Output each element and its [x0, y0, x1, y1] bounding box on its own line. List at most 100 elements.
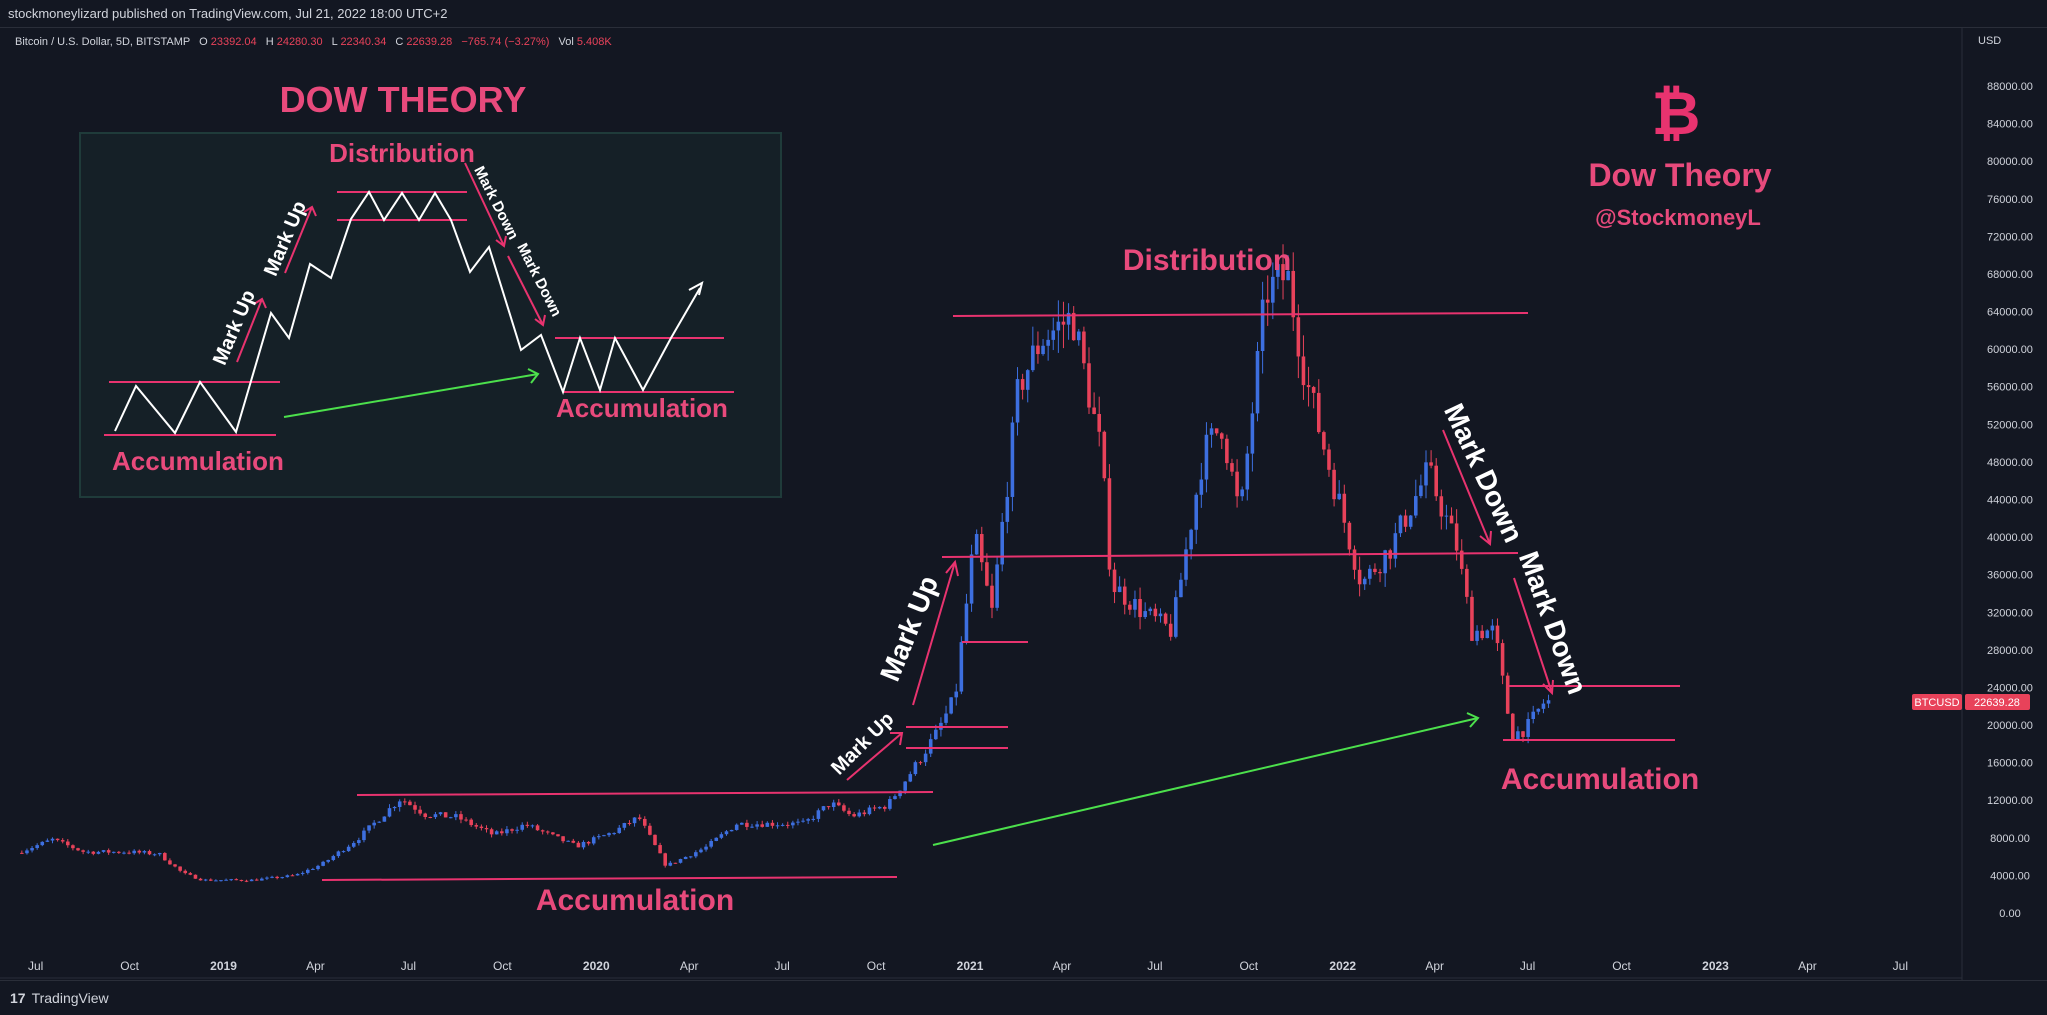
- candle-down: [91, 851, 96, 854]
- footer: 17 TradingView: [0, 980, 2047, 1015]
- candle-up: [801, 820, 805, 822]
- candle-up: [1413, 496, 1418, 516]
- candle-down: [1296, 317, 1301, 357]
- candle-down: [469, 819, 473, 826]
- candle-up: [688, 856, 693, 858]
- candle-up: [341, 851, 346, 853]
- candle-down: [1082, 331, 1086, 364]
- candle-up: [923, 753, 928, 763]
- candle-up: [632, 817, 637, 824]
- candle-down: [918, 762, 923, 764]
- candle-up: [377, 821, 382, 823]
- tradingview-logo-icon[interactable]: 17: [10, 990, 26, 1006]
- candle-down: [168, 860, 172, 865]
- candle-up: [438, 812, 443, 815]
- tradingview-brand[interactable]: TradingView: [31, 990, 109, 1006]
- candle-up: [1199, 479, 1204, 495]
- candle-down: [137, 850, 142, 853]
- mark-down-arrow-2: [1513, 577, 1553, 694]
- candle-down: [1316, 392, 1321, 433]
- y-axis[interactable]: 0.00 4000.00 8000.00 12000.00 16000.00 20000.…: [1987, 81, 2033, 920]
- candle-down: [81, 850, 85, 852]
- candle-down: [183, 870, 188, 874]
- candle-up: [1286, 270, 1290, 281]
- candle-up: [1337, 493, 1341, 500]
- candle-up: [714, 837, 719, 841]
- candle-down: [413, 805, 417, 810]
- candle-down: [545, 831, 550, 833]
- candle-up: [678, 859, 683, 863]
- candle-down: [576, 842, 581, 848]
- candle-down: [653, 834, 657, 846]
- candle-up: [300, 872, 305, 874]
- candle-down: [1352, 549, 1357, 570]
- candle-up: [433, 814, 438, 818]
- candle-down: [862, 812, 867, 815]
- candle-up: [622, 823, 627, 828]
- candle-down: [1347, 522, 1352, 550]
- candle-down: [648, 825, 652, 835]
- candle-down: [882, 806, 887, 809]
- candle-down: [1281, 264, 1285, 281]
- candle-up: [683, 856, 688, 860]
- candle-down: [1097, 414, 1102, 432]
- candle-up: [566, 840, 570, 842]
- accumulation-label-2022: Accumulation: [1501, 763, 1699, 796]
- candle-up: [214, 880, 218, 882]
- x-tick-label: Oct: [1239, 959, 1258, 973]
- candle-up: [1516, 731, 1520, 740]
- x-tick-label: Apr: [680, 959, 699, 973]
- candle-up: [765, 822, 770, 827]
- support-line: [941, 552, 1519, 558]
- y-tick-label: 28000.00: [1987, 645, 2033, 657]
- candle-down: [127, 852, 131, 854]
- mark-up-arrow-large-head: [945, 559, 959, 577]
- y-tick-label: 88000.00: [1987, 81, 2033, 93]
- candle-up: [1240, 489, 1244, 497]
- x-tick-label: Jul: [774, 959, 789, 973]
- candle-down: [1214, 428, 1219, 434]
- branding: ₿ Dow Theory @StockmoneyL: [1588, 80, 1771, 230]
- candle-down: [474, 825, 479, 827]
- candle-up: [392, 806, 397, 809]
- candle-down: [55, 838, 60, 841]
- candle-up: [372, 822, 376, 826]
- candle-up: [229, 879, 233, 881]
- x-axis[interactable]: Jul Oct 2019 Apr Jul Oct 2020 Apr Jul Oct 2021 Apr J…: [28, 959, 1908, 973]
- candle-up: [867, 807, 872, 815]
- candle-up: [203, 879, 208, 881]
- y-tick-label: 76000.00: [1987, 194, 2033, 206]
- x-tick-label: 2021: [957, 959, 984, 973]
- mark-down-arrow-1-head: [1479, 530, 1492, 546]
- candle-down: [760, 824, 765, 827]
- candle-up: [1526, 718, 1530, 737]
- candle-down: [1020, 379, 1025, 390]
- candle-up: [321, 861, 325, 866]
- legend-l-value: 22340.34: [340, 36, 386, 48]
- candle-down: [60, 840, 65, 842]
- candle-down: [464, 819, 468, 821]
- x-tick-label: Oct: [493, 959, 512, 973]
- candle-up: [780, 824, 785, 826]
- candle-up: [821, 806, 826, 811]
- y-tick-label: 36000.00: [1987, 570, 2033, 582]
- candle-up: [1383, 550, 1387, 574]
- candle-up: [1271, 276, 1275, 303]
- candle-up: [607, 833, 611, 836]
- candle-down: [1511, 713, 1515, 740]
- candle-down: [484, 828, 489, 830]
- candle-up: [602, 835, 606, 837]
- candle-up: [50, 838, 55, 841]
- candle-down: [1454, 523, 1459, 551]
- price-chart[interactable]: Bitcoin / U.S. Dollar, 5D, BITSTAMP O 23…: [0, 28, 2047, 980]
- diagram-distribution-label: Distribution: [329, 138, 475, 168]
- bitcoin-icon: ₿: [1652, 80, 1701, 147]
- candle-down: [1036, 345, 1040, 355]
- candle-down: [540, 830, 545, 832]
- candle-down: [76, 848, 80, 851]
- candle-down: [1128, 604, 1132, 610]
- candle-up: [597, 836, 601, 838]
- candle-up: [132, 850, 136, 854]
- y-tick-label: 60000.00: [1987, 344, 2033, 356]
- candle-up: [888, 799, 892, 809]
